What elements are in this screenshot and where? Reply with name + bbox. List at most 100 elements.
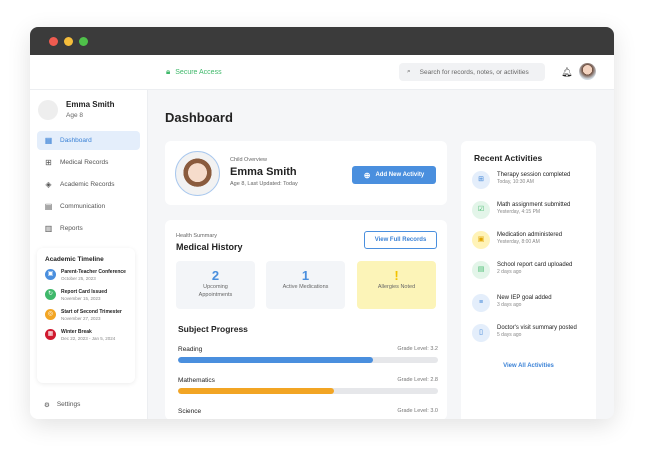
grid-icon: ▦ [44,136,53,145]
nav-label: Reports [60,225,83,232]
activity-icon: ☑ [472,201,490,219]
timeline-title: Academic Timeline [45,256,104,263]
activity-title: Therapy session completed [497,172,571,178]
activity-item[interactable]: ≡ New IEP goal added 3 days ago [472,294,587,312]
activity-title: Doctor's visit summary posted [497,325,577,331]
stat-label: Upcoming Appointments [198,284,233,298]
timeline-event[interactable]: ▣ Parent-Teacher Conference October 25, 20… [45,269,127,282]
academic-timeline: Academic Timeline ▣ Parent-Teacher Confer… [37,248,135,383]
grade-level: Grade Level: 2.8 [397,377,438,383]
stat-value: 1 [301,268,310,283]
close-button[interactable] [49,36,58,46]
view-full-records-button[interactable]: View Full Records [364,231,437,249]
minimize-button[interactable] [64,36,73,46]
activity-icon: ≡ [472,294,490,312]
graduation-cap-icon: ◈ [45,180,52,189]
add-new-activity-button[interactable]: ⊕ Add New Activity [352,166,436,184]
event-title: Report Card Issued [61,289,108,295]
event-date: November 27, 2023 [61,316,101,321]
user-age: Age 8 [66,112,83,119]
activity-time: 2 days ago [497,269,522,275]
health-summary-label: Health Summary [176,233,217,239]
event-title: Start of Second Trimester [61,309,122,315]
event-date: Dec 22, 2023 - Jan 5, 2024 [61,336,116,341]
activity-time: Today, 10:30 AM [497,179,534,185]
user-profile: Emma Smith Age 8 [38,100,114,120]
activity-time: Yesterday, 4:15 PM [497,209,541,215]
gear-icon: ⚙ [44,402,50,409]
recent-activities-card: Recent Activities ⊞ Therapy session compl… [461,141,596,419]
maximize-button[interactable] [79,36,88,46]
plus-circle-icon: ⊕ [363,170,371,180]
subject-name: Science [178,408,202,415]
nav-label: Academic Records [60,181,115,188]
bell-icon[interactable]: 🔔︎ [561,67,573,77]
medical-kit-icon: ⊞ [45,158,52,167]
sidebar-item-medical-records[interactable]: ⊞ Medical Records [37,153,140,172]
activity-item[interactable]: ⊞ Therapy session completed Today, 10:30 A… [472,171,587,189]
settings-link[interactable]: ⚙ Settings [44,401,80,409]
message-icon: ▤ [44,202,53,211]
chart-icon: ▥ [44,224,53,233]
search-placeholder: Search for records, notes, or activities [419,68,529,76]
event-date: November 15, 2023 [61,296,101,301]
child-name: Emma Smith [230,166,297,178]
lock-icon: 🔒︎ [166,67,171,76]
sidebar-item-dashboard[interactable]: ▦ Dashboard [37,131,140,150]
sidebar: Emma Smith Age 8 ▦ Dashboard ⊞ Medical Reco… [30,90,148,419]
subject-progress-title: Subject Progress [178,324,248,334]
sidebar-item-reports[interactable]: ▥ Reports [37,219,140,238]
event-title: Winter Break [61,329,92,335]
overview-label: Child Overview [230,157,267,163]
nav-label: Medical Records [60,159,109,166]
search-input[interactable]: ⌕ Search for records, notes, or activitie… [399,63,545,81]
activity-icon: ▯ [472,324,490,342]
subject-progress-row: Mathematics Grade Level: 2.8 [178,377,438,394]
medical-history-card: Health Summary Medical History View Full… [165,220,447,419]
activity-icon: ▤ [472,261,490,279]
secure-label: Secure Access [175,68,222,76]
nav-label: Communication [60,203,106,210]
nav-label: Dashboard [60,137,92,144]
view-all-activities-link[interactable]: View All Activities [503,363,554,369]
calendar-icon: ▣ [45,269,56,280]
stat-allergies: ! Allergies Noted [357,261,436,309]
settings-label: Settings [56,401,81,408]
event-title: Parent-Teacher Conference [61,269,126,275]
progress-bar [178,357,438,363]
app-window: 🔒︎ Secure Access ⌕ Search for records, not… [30,27,614,419]
activity-time: 5 days ago [497,332,522,338]
stat-label: Active Medications [282,284,329,290]
timeline-event[interactable]: ▦ Winter Break Dec 22, 2023 - Jan 5, 2024 [45,329,127,342]
activity-icon: ⊞ [472,171,490,189]
activity-icon: ▣ [472,231,490,249]
user-avatar [38,100,58,120]
subject-name: Mathematics [178,377,215,384]
activity-time: 3 days ago [497,302,522,308]
sidebar-item-academic-records[interactable]: ◈ Academic Records [37,175,140,194]
stat-value: ! [394,268,399,283]
sidebar-item-communication[interactable]: ▤ Communication [37,197,140,216]
child-overview-card: Child Overview Emma Smith Age 8, Last Up… [165,141,447,205]
activity-title: School report card uploaded [497,262,573,268]
progress-bar [178,388,438,394]
timeline-event[interactable]: ↻ Report Card Issued November 15, 2023 [45,289,127,302]
activity-title: New IEP goal added [497,295,552,301]
activity-item[interactable]: ▯ Doctor's visit summary posted 5 days ago [472,324,587,342]
activity-item[interactable]: ▣ Medication administered Yesterday, 8:00 … [472,231,587,249]
timeline-event[interactable]: ◎ Start of Second Trimester November 27, 2… [45,309,127,322]
subject-progress-row: Reading Grade Level: 3.2 [178,346,438,363]
stat-upcoming-appointments: 2 Upcoming Appointments [176,261,255,309]
avatar[interactable] [579,63,596,80]
activity-title: Medication administered [497,232,563,238]
page-title: Dashboard [165,110,233,125]
stat-active-medications: 1 Active Medications [266,261,345,309]
activity-item[interactable]: ☑ Math assignment submitted Yesterday, 4:1… [472,201,587,219]
grade-level: Grade Level: 3.2 [397,346,438,352]
activity-title: Math assignment submitted [497,202,571,208]
activity-item[interactable]: ▤ School report card uploaded 2 days ago [472,261,587,279]
progress-fill [178,357,373,363]
title-bar [30,27,614,55]
medical-history-title: Medical History [176,242,243,252]
main-content: Dashboard Child Overview Emma Smith Age … [148,90,614,419]
